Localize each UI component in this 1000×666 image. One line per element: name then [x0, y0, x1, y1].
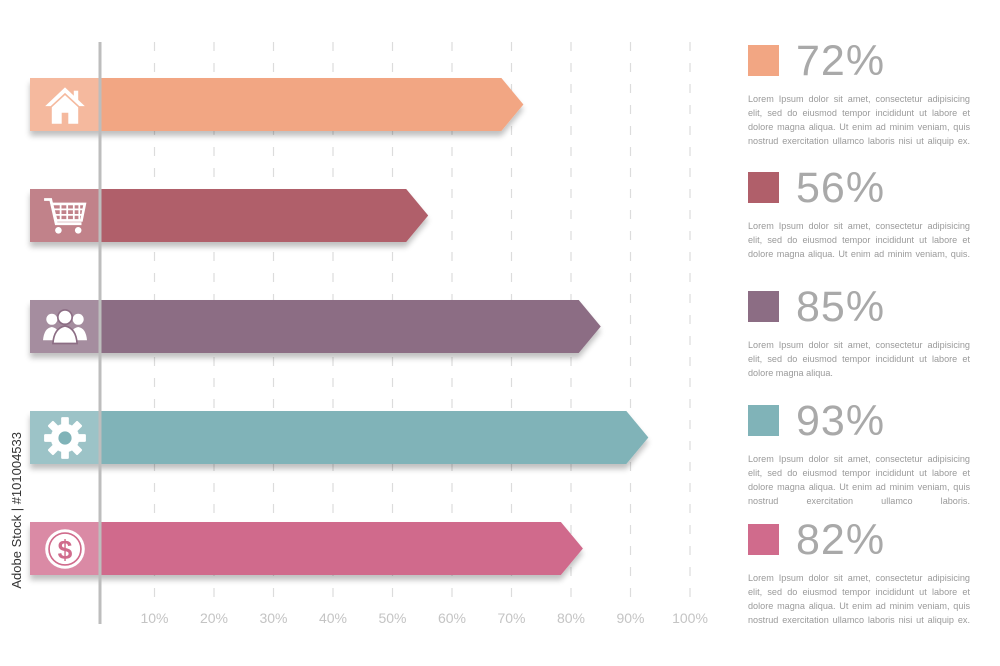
bar-shape [30, 189, 429, 242]
legend-description: Lorem Ipsum dolor sit amet, consectetur … [748, 221, 970, 259]
legend-percent: 56% [796, 164, 886, 212]
x-tick-label: 100% [672, 610, 708, 626]
x-tick-label: 90% [616, 610, 644, 626]
x-tick-label: 80% [557, 610, 585, 626]
bar-people [30, 300, 601, 353]
bar-shape [30, 522, 583, 575]
legend-description: Lorem Ipsum dolor sit amet, consectetur … [748, 94, 970, 146]
dollar-icon [44, 528, 86, 570]
bar-finance [30, 522, 583, 575]
x-tick-label: 70% [497, 610, 525, 626]
legend-description: Lorem Ipsum dolor sit amet, consectetur … [748, 454, 970, 506]
legend-percent: 72% [796, 37, 886, 85]
legend-swatch [748, 291, 779, 322]
legend-percent: 93% [796, 397, 886, 445]
x-tick-label: 30% [259, 610, 287, 626]
x-tick-label: 20% [200, 610, 228, 626]
legend-percent: 85% [796, 283, 886, 331]
x-tick-label: 40% [319, 610, 347, 626]
bar-settings [30, 411, 649, 464]
gear-icon [44, 417, 86, 459]
legend-swatch [748, 524, 779, 555]
x-tick-label: 50% [378, 610, 406, 626]
legend-description: Lorem Ipsum dolor sit amet, consectetur … [748, 573, 970, 625]
bar-shape [30, 78, 524, 131]
bar-shopping [30, 189, 429, 242]
legend-percent: 82% [796, 516, 886, 564]
bar-home [30, 78, 524, 131]
x-tick-label: 60% [438, 610, 466, 626]
legend-swatch [748, 405, 779, 436]
legend-swatch [748, 172, 779, 203]
legend-description: Lorem Ipsum dolor sit amet, consectetur … [748, 340, 970, 378]
bar-shape [30, 411, 649, 464]
legend-swatch [748, 45, 779, 76]
bar-shape [30, 300, 601, 353]
stock-watermark: Adobe Stock | #101004533 [9, 432, 24, 589]
x-tick-label: 10% [140, 610, 168, 626]
bar-chart: $ 10%20%30%40%50%60%70%80%90%100% [30, 42, 708, 626]
